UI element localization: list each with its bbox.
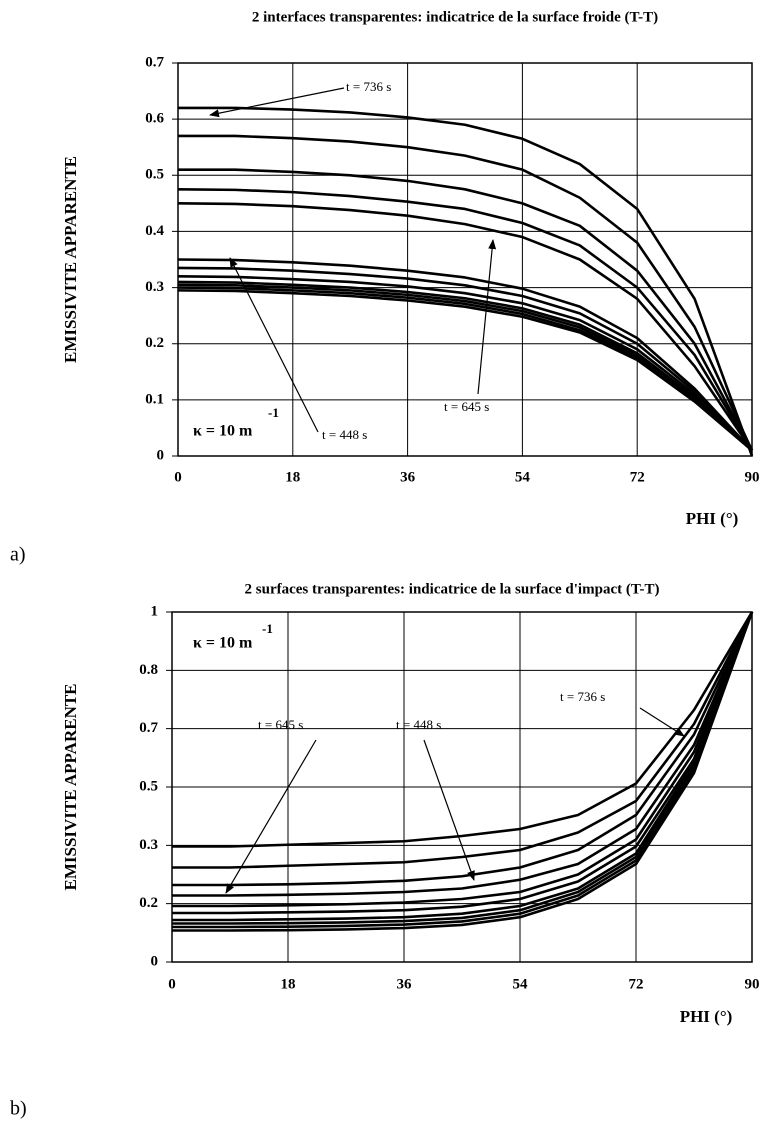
- curve: [172, 611, 754, 897]
- y-tick-label: 0.7: [139, 720, 158, 736]
- chart-title: 2 surfaces transparentes: indicatrice de…: [245, 581, 660, 597]
- plot-frame: [177, 62, 753, 457]
- curve: [178, 134, 754, 451]
- annotation-arrow: [639, 707, 685, 737]
- x-axis-label: PHI (°): [680, 1007, 733, 1026]
- panel-label: a): [10, 544, 26, 566]
- x-tick-label: 18: [281, 976, 296, 992]
- y-tick-label: 0.6: [145, 111, 164, 127]
- curve: [172, 611, 754, 887]
- curve: [177, 280, 753, 452]
- chart-title: 2 interfaces transparentes: indicatrice …: [252, 9, 658, 25]
- x-tick-label: 72: [630, 469, 645, 485]
- y-tick-label: 0.2: [145, 335, 164, 351]
- annotation-arrow: [229, 257, 319, 433]
- kappa-exponent: -1: [262, 621, 273, 636]
- y-tick-label: 0: [157, 447, 165, 463]
- annotation-arrow: [209, 87, 345, 118]
- annotation-arrow: [477, 239, 497, 395]
- curve: [172, 611, 754, 869]
- y-tick-label: 0.5: [145, 167, 164, 183]
- y-tick-label: 0.3: [145, 279, 164, 295]
- annotation: t = 736 s: [560, 689, 605, 704]
- y-tick-label: 1: [151, 603, 159, 619]
- curve: [172, 611, 754, 922]
- curve: [177, 258, 753, 452]
- plot-frame: [171, 611, 753, 963]
- curve: [172, 611, 754, 915]
- x-tick-label: 54: [513, 976, 529, 992]
- y-axis-label: EMISSIVITE APPARENTE: [61, 683, 80, 890]
- x-tick-label: 90: [745, 469, 760, 485]
- annotation-arrow: [423, 739, 475, 881]
- curve: [178, 106, 754, 457]
- annotation: t = 448 s: [396, 717, 441, 732]
- curve: [172, 611, 754, 925]
- annotation-arrow: [225, 739, 317, 894]
- y-tick-label: 0.1: [145, 391, 164, 407]
- y-tick-label: 0.8: [139, 662, 158, 678]
- x-tick-label: 90: [745, 976, 760, 992]
- panel-label: b): [10, 1098, 27, 1120]
- y-tick-label: 0.5: [139, 778, 158, 794]
- curve: [172, 611, 754, 848]
- curve: [178, 168, 754, 452]
- kappa-exponent: -1: [268, 405, 279, 420]
- y-axis-label: EMISSIVITE APPARENTE: [61, 156, 80, 363]
- x-tick-label: 36: [400, 469, 416, 485]
- curve: [177, 266, 753, 452]
- curve: [172, 611, 754, 932]
- x-tick-label: 36: [397, 976, 413, 992]
- y-tick-label: 0.3: [139, 837, 158, 853]
- kappa-label: κ = 10 m: [193, 423, 253, 440]
- curve: [177, 283, 753, 452]
- y-tick-label: 0.4: [145, 223, 164, 239]
- x-tick-label: 54: [515, 469, 531, 485]
- curve: [177, 286, 753, 452]
- curve: [172, 611, 754, 908]
- y-tick-label: 0.7: [145, 54, 164, 70]
- curve: [172, 611, 754, 929]
- annotation: t = 736 s: [346, 79, 391, 94]
- x-tick-label: 18: [285, 469, 300, 485]
- curve: [177, 275, 753, 452]
- kappa-label: κ = 10 m: [193, 635, 253, 652]
- x-tick-label: 0: [174, 469, 182, 485]
- x-axis-label: PHI (°): [686, 509, 739, 528]
- curve: [177, 202, 754, 452]
- annotation: t = 645 s: [444, 399, 489, 414]
- curve: [177, 289, 753, 452]
- y-tick-label: 0: [151, 953, 159, 969]
- curve: [177, 188, 754, 452]
- y-tick-label: 0.2: [139, 895, 158, 911]
- x-tick-label: 0: [168, 976, 176, 992]
- annotation: t = 645 s: [258, 717, 303, 732]
- x-tick-label: 72: [629, 976, 644, 992]
- annotation: t = 448 s: [322, 427, 367, 442]
